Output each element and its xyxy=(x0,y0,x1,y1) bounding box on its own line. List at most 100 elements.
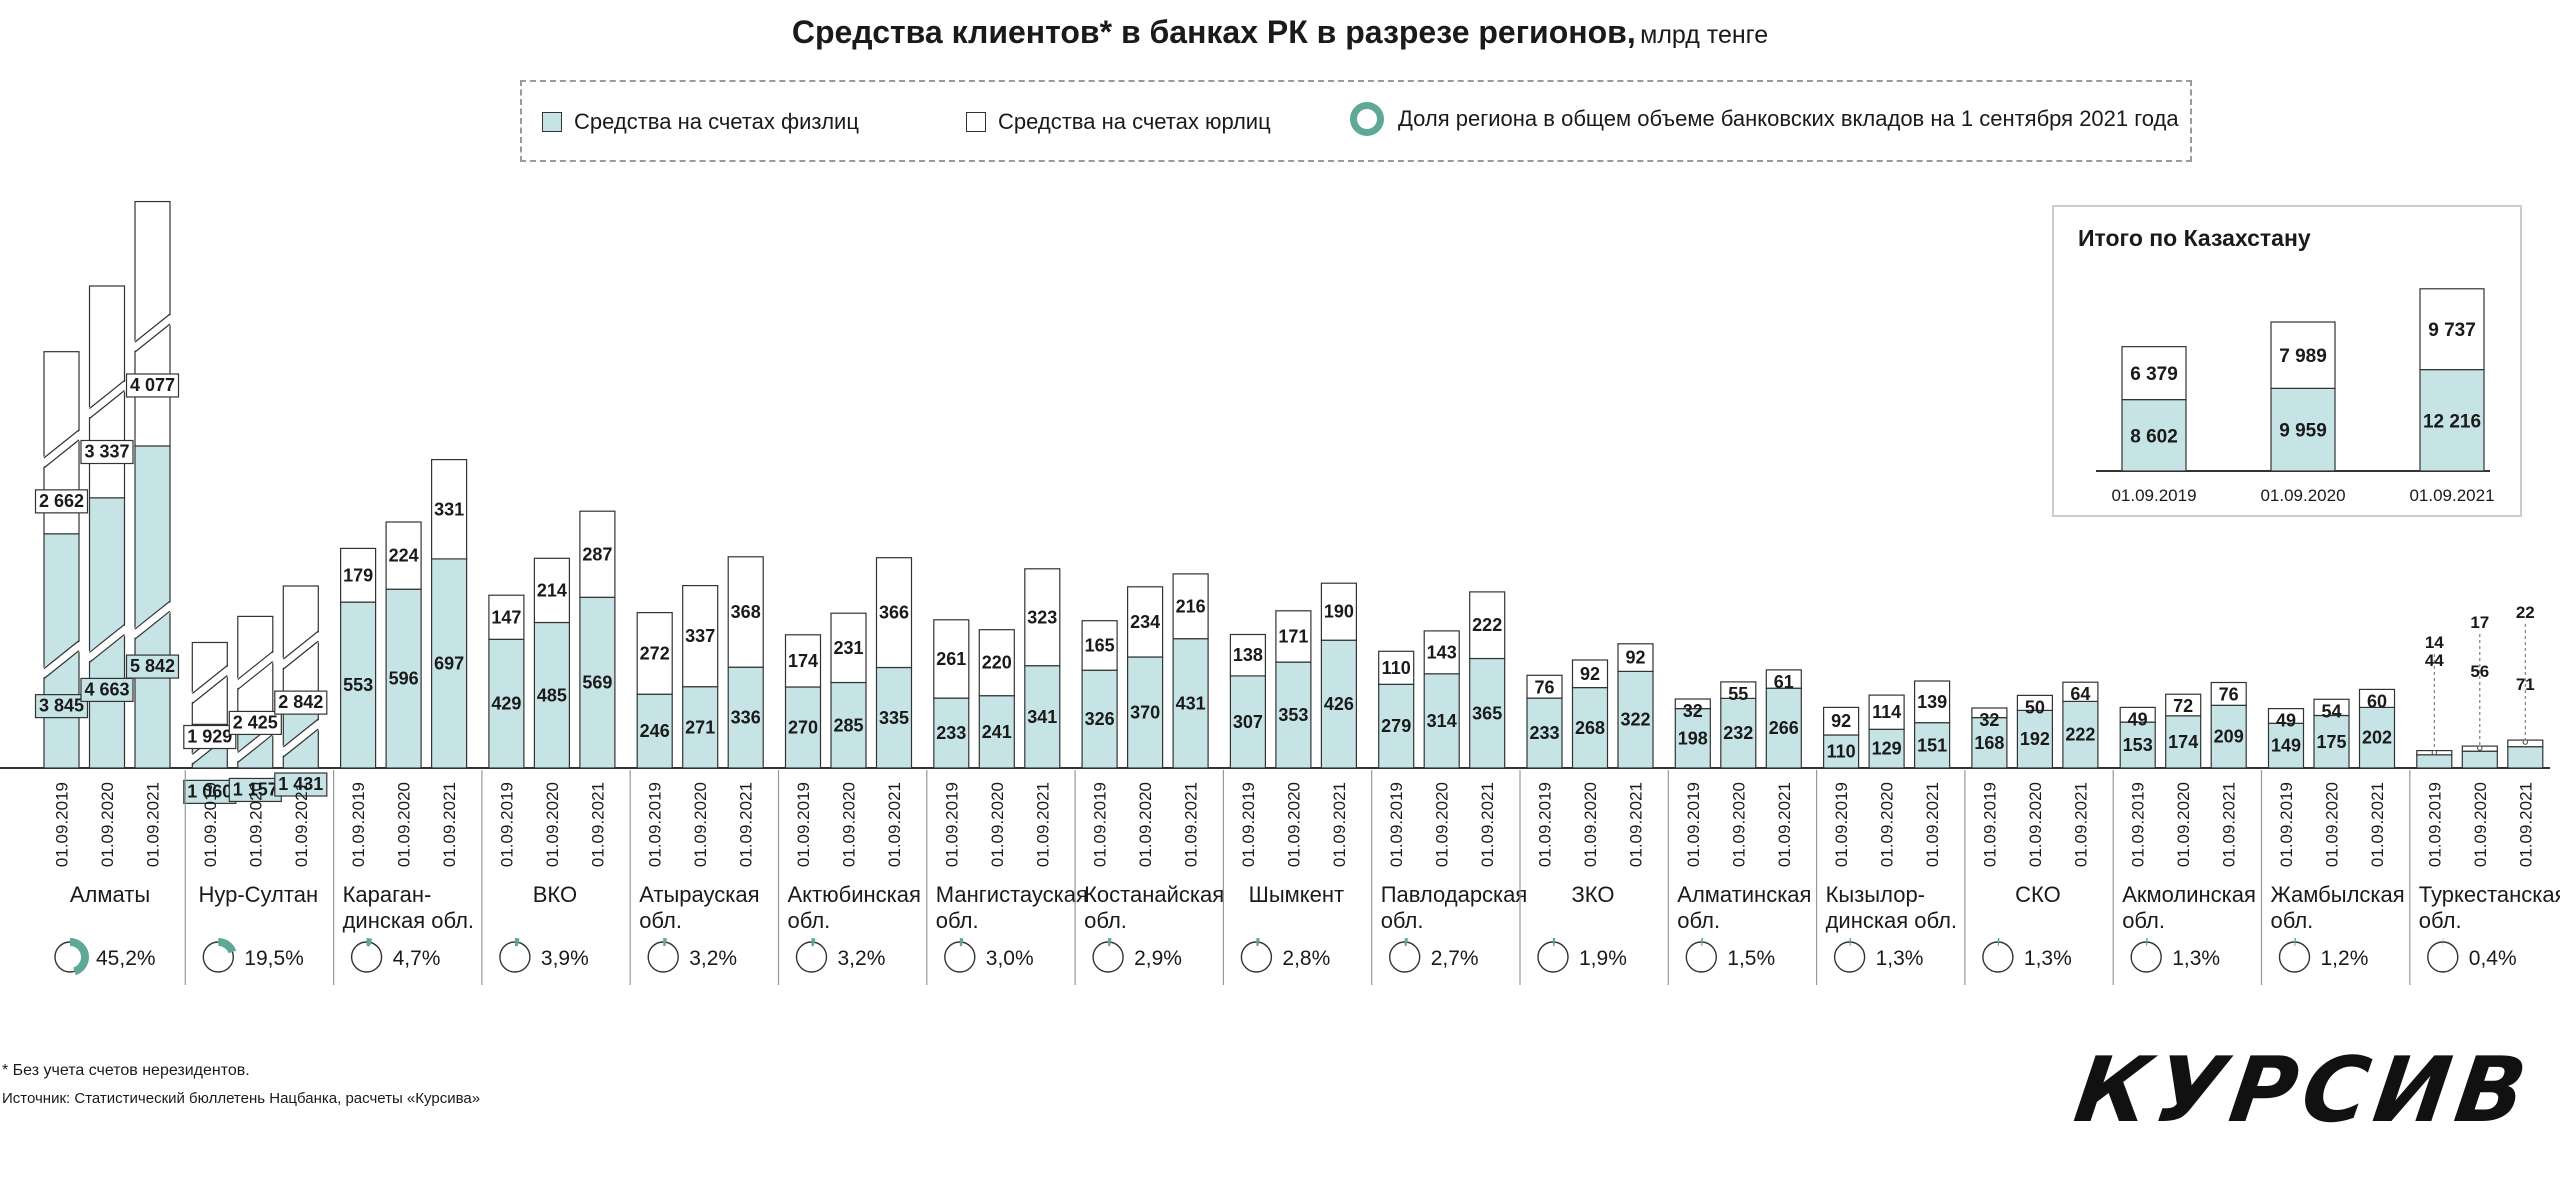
value-label-individuals: 175 xyxy=(2316,732,2346,752)
region-name: обл. xyxy=(2419,908,2462,933)
value-box-individuals xyxy=(125,654,180,679)
bar-legal xyxy=(2210,681,2247,706)
share-label: 3,2% xyxy=(838,947,886,970)
x-tick-label: 01.09.2021 xyxy=(1478,782,1497,867)
bar-legal xyxy=(1571,659,1609,689)
value-label-legal: 174 xyxy=(788,651,818,671)
value-label-individuals: 222 xyxy=(2065,725,2095,745)
value-label-legal: 171 xyxy=(1278,626,1308,646)
value-label-individuals: 431 xyxy=(1176,693,1206,713)
share-ring-outline xyxy=(1388,941,1421,973)
axis-break-line xyxy=(89,390,125,419)
share-ring-outline xyxy=(1092,941,1124,973)
axis-break-gap xyxy=(87,624,127,663)
value-label-legal: 138 xyxy=(1233,645,1263,665)
x-tick-label: 01.09.2021 xyxy=(1330,782,1349,867)
region-name: динская обл. xyxy=(343,908,474,933)
share-ring-outline xyxy=(1833,941,1866,973)
bar-legal xyxy=(2016,694,2054,712)
legend-item-legal: Средства на счетах юрлиц xyxy=(966,109,1271,135)
value-box-legal xyxy=(80,439,134,465)
value-label-legal: 49 xyxy=(2276,711,2296,731)
x-tick-label: 01.09.2020 xyxy=(98,782,117,867)
region-name: Караган- xyxy=(343,882,432,907)
region-name: СКО xyxy=(2015,882,2061,907)
legend-label-legal: Средства на счетах юрлиц xyxy=(998,109,1271,134)
bar-individuals xyxy=(978,695,1015,769)
value-label-legal: 60 xyxy=(2367,691,2387,711)
bar-individuals xyxy=(1765,687,1802,769)
value-box-legal xyxy=(34,489,89,514)
value-label-individuals: 270 xyxy=(788,718,818,738)
region-name: обл. xyxy=(2271,908,2314,933)
x-tick-label: 01.09.2021 xyxy=(1775,782,1794,867)
x-tick-label: 01.09.2019 xyxy=(497,782,516,867)
value-label-legal: 92 xyxy=(1625,648,1645,668)
value-label-individuals: 285 xyxy=(833,715,863,735)
value-label-individuals: 426 xyxy=(1324,694,1354,714)
bar-individuals xyxy=(1571,686,1609,769)
x-tick-label: 01.09.2019 xyxy=(1239,782,1258,867)
value-label-individuals: 202 xyxy=(2362,728,2392,748)
share-label: 2,8% xyxy=(1282,947,1330,970)
value-label-legal: 2 425 xyxy=(233,712,278,732)
bar-individuals xyxy=(1913,722,1951,769)
kz-value-legal: 9 737 xyxy=(2428,320,2476,341)
value-label-individuals: 192 xyxy=(2020,729,2050,749)
bar-individuals xyxy=(385,588,422,769)
axis-break-gap xyxy=(281,719,321,758)
value-label-legal: 147 xyxy=(491,607,521,627)
value-label-individuals: 322 xyxy=(1620,710,1650,730)
value-label-legal: 287 xyxy=(582,544,612,564)
value-label-legal: 179 xyxy=(343,565,373,585)
bar-legal xyxy=(830,612,867,684)
kz-bar-individuals xyxy=(2419,369,2485,472)
bar-legal xyxy=(1720,681,1757,700)
x-tick-label: 01.09.2021 xyxy=(1923,782,1942,867)
value-box-legal xyxy=(228,710,282,736)
value-label-legal: 72 xyxy=(2173,696,2193,716)
kursiv-logo: КУРСИВ xyxy=(2068,1038,2539,1143)
value-label-individuals: 5 842 xyxy=(130,656,175,676)
kz-value-individuals: 8 602 xyxy=(2130,426,2178,447)
bar-legal xyxy=(1275,610,1312,663)
axis-break-gap xyxy=(133,601,172,640)
x-tick-label: 01.09.2020 xyxy=(1136,782,1155,867)
share-label: 3,2% xyxy=(689,947,737,970)
share-label: 3,0% xyxy=(986,947,1034,970)
bar-legal xyxy=(1526,674,1563,699)
region-name: Кызылор- xyxy=(1826,882,1925,907)
x-tick-label: 01.09.2021 xyxy=(885,782,904,867)
axis-break-gap xyxy=(42,640,81,679)
share-ring-outline xyxy=(2427,941,2459,973)
legend-label-share: Доля региона в общем объеме банковских в… xyxy=(1398,106,2179,131)
value-label-individuals: 1 060 xyxy=(187,781,232,801)
value-label-legal: 32 xyxy=(1683,701,1703,721)
value-label-legal: 50 xyxy=(2025,697,2045,717)
share-label: 1,3% xyxy=(2024,947,2072,970)
value-label-legal: 368 xyxy=(731,602,761,622)
region-name: обл. xyxy=(1084,908,1127,933)
leader-dot xyxy=(2522,739,2529,745)
x-tick-label: 01.09.2019 xyxy=(2277,782,2296,867)
x-tick-label: 01.09.2020 xyxy=(2323,782,2342,867)
value-label-legal: 216 xyxy=(1176,596,1206,616)
legend-item-individuals: Средства на счетах физлиц xyxy=(542,109,859,135)
region-name: Алматы xyxy=(70,882,150,907)
bar-individuals xyxy=(1720,697,1757,769)
x-tick-label: 01.09.2019 xyxy=(53,782,72,867)
value-label-legal: 220 xyxy=(982,653,1012,673)
kazakhstan-total-panel: Итого по Казахстану 8 602 6 379 01.09.2019… xyxy=(2052,205,2522,517)
value-label-legal: 4 077 xyxy=(130,375,175,395)
value-label-individuals: 151 xyxy=(1917,735,1947,755)
share-ring-outline xyxy=(1240,941,1273,973)
axis-break-line xyxy=(43,429,80,459)
axis-break-line xyxy=(134,600,171,630)
x-tick-label: 01.09.2020 xyxy=(246,782,265,867)
axis-break-line xyxy=(237,650,274,680)
value-label-legal: 224 xyxy=(389,546,419,566)
share-ring-arc xyxy=(366,938,373,947)
x-tick-label: 01.09.2021 xyxy=(588,782,607,867)
bar-individuals xyxy=(1822,734,1860,769)
bar-legal xyxy=(579,510,616,598)
